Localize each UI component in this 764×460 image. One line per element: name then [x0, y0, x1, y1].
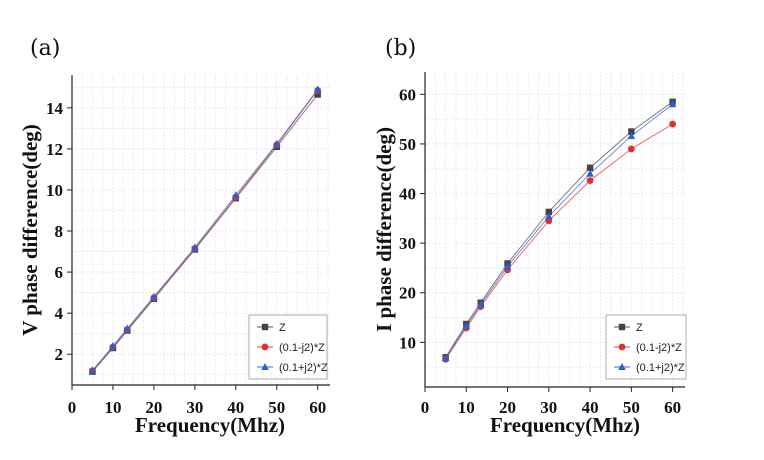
- x-axis-title: Frequency(Mhz): [490, 413, 640, 437]
- data-point: [150, 292, 158, 300]
- legend-label: Z: [279, 322, 286, 334]
- y-tick-label: 10: [46, 181, 63, 200]
- x-tick-label: 60: [664, 398, 681, 417]
- data-point: [314, 91, 321, 98]
- legend-label: Z: [636, 322, 643, 334]
- y-tick-label: 40: [399, 185, 416, 204]
- x-tick-label: 10: [458, 398, 475, 417]
- data-point: [88, 366, 97, 374]
- y-tick-label: 6: [55, 263, 64, 282]
- y-tick-label: 14: [46, 99, 64, 118]
- y-tick-label: 2: [55, 345, 64, 364]
- legend-marker: [261, 323, 269, 331]
- data-point: [669, 120, 677, 128]
- x-tick-label: 0: [68, 398, 77, 417]
- y-tick-label: 20: [399, 284, 416, 303]
- data-point: [668, 100, 677, 108]
- series-2: [88, 85, 322, 374]
- data-point: [545, 208, 553, 216]
- data-point: [586, 177, 594, 185]
- y-tick-label: 4: [55, 304, 64, 323]
- series-line: [445, 123, 673, 360]
- legend-marker: [261, 343, 269, 351]
- series-line: [445, 101, 673, 358]
- data-point: [627, 131, 636, 139]
- x-tick-label: 50: [268, 398, 285, 417]
- chart-panel-a: 0 10 20 30 40 50 60 2 4 6 8 10 12 14 Z (0.1-j2)*Z (0.1+j…: [18, 36, 330, 437]
- legend: Z (0.1-j2)*Z (0.1+j2)*Z: [605, 314, 687, 380]
- series-2: [441, 100, 677, 362]
- data-point: [109, 341, 117, 349]
- x-tick-label: 50: [623, 398, 640, 417]
- series-line: [92, 90, 319, 371]
- legend-label: (0.1+j2)*Z: [279, 362, 328, 374]
- x-tick-label: 60: [309, 398, 326, 417]
- legend: Z (0.1-j2)*Z (0.1+j2)*Z: [248, 314, 328, 380]
- series-line: [92, 89, 319, 371]
- series-line: [445, 103, 673, 359]
- legend-label: (0.1+j2)*Z: [636, 362, 685, 374]
- y-tick-label: 8: [55, 222, 64, 241]
- x-tick-label: 20: [145, 398, 162, 417]
- data-point: [123, 324, 132, 332]
- legend-label: (0.1-j2)*Z: [279, 342, 325, 354]
- x-tick-label: 40: [582, 398, 599, 417]
- panel-label: (a): [30, 36, 60, 61]
- legend-marker: [618, 323, 626, 331]
- data-point: [441, 354, 450, 362]
- x-tick-label: 30: [540, 398, 557, 417]
- data-point: [272, 139, 281, 147]
- y-tick-label: 50: [399, 135, 416, 154]
- y-axis-title: V phase difference(deg): [18, 124, 42, 336]
- data-point: [545, 212, 553, 220]
- x-tick-label: 30: [186, 398, 203, 417]
- y-tick-label: 30: [399, 234, 416, 253]
- x-tick-label: 20: [499, 398, 516, 417]
- data-point: [462, 321, 471, 329]
- data-point: [586, 169, 594, 177]
- data-point: [586, 164, 594, 171]
- y-tick-label: 10: [399, 333, 416, 352]
- x-tick-label: 40: [227, 398, 244, 417]
- y-axis-title: I phase difference(deg): [372, 127, 396, 332]
- x-axis-title: Frequency(Mhz): [135, 413, 285, 437]
- data-point: [232, 191, 240, 199]
- chart-panel-b: 0 10 20 30 40 50 60 10 20 30 40 50 60 Z (0.1-j2)*Z (0.1…: [372, 36, 687, 437]
- legend-marker: [618, 363, 626, 370]
- data-point: [191, 243, 199, 251]
- data-point: [476, 300, 485, 308]
- y-tick-label: 60: [399, 85, 416, 104]
- data-point: [313, 85, 322, 93]
- legend-marker: [261, 363, 269, 370]
- x-tick-label: 0: [421, 398, 430, 417]
- y-tick-label: 12: [46, 140, 63, 159]
- panel-label: (b): [385, 36, 416, 61]
- data-point: [628, 128, 635, 135]
- data-point: [627, 145, 635, 153]
- x-tick-label: 10: [104, 398, 121, 417]
- legend-label: (0.1-j2)*Z: [636, 342, 682, 354]
- legend-marker: [618, 343, 626, 351]
- data-point: [503, 262, 512, 270]
